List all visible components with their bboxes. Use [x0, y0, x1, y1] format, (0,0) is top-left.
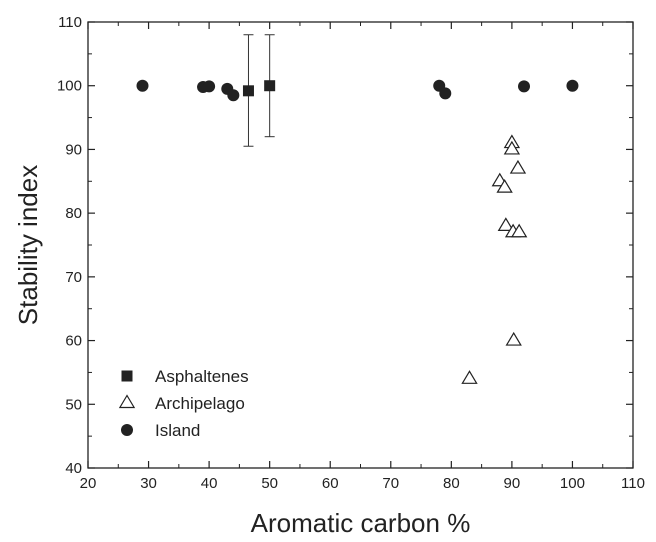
legend-marker-asphaltenes — [121, 370, 133, 382]
island-point — [136, 79, 149, 92]
archipelago-point — [505, 331, 522, 346]
y-tick-label: 60 — [65, 333, 82, 350]
asphaltenes-point — [242, 85, 254, 97]
island-point — [439, 87, 452, 100]
island-point — [566, 79, 579, 92]
archipelago-point — [509, 159, 527, 174]
archipelago-point — [497, 217, 515, 231]
asphaltenes-point — [264, 80, 276, 92]
legend-label-island: Island — [155, 421, 200, 440]
legend-label-archipelago: Archipelago — [155, 394, 245, 413]
archipelago-point — [496, 178, 513, 193]
legend-marker-island — [121, 424, 133, 436]
y-tick-label: 90 — [65, 141, 82, 158]
x-tick-label: 110 — [621, 475, 645, 492]
x-tick-label: 80 — [443, 475, 460, 492]
y-tick-label: 80 — [65, 205, 82, 222]
archipelago-point — [510, 223, 528, 238]
y-tick-label: 70 — [65, 269, 82, 286]
island-point — [203, 80, 216, 93]
x-tick-label: 40 — [201, 475, 218, 492]
y-tick-label: 100 — [57, 78, 82, 95]
x-tick-label: 20 — [80, 475, 97, 492]
archipelago-point — [461, 370, 478, 384]
x-tick-label: 70 — [382, 475, 399, 492]
island-point — [227, 89, 240, 102]
y-tick-label: 40 — [65, 460, 82, 477]
legend-marker-archipelago — [118, 394, 136, 409]
x-tick-label: 30 — [140, 475, 157, 492]
x-tick-label: 50 — [261, 475, 278, 492]
archipelago-point — [503, 140, 521, 155]
x-tick-label: 60 — [322, 475, 339, 492]
x-tick-label: 90 — [504, 475, 521, 492]
x-axis-title: Aromatic carbon % — [251, 508, 471, 538]
island-point — [518, 80, 530, 93]
y-tick-label: 50 — [65, 396, 82, 413]
y-axis-title: Stability index — [13, 165, 43, 325]
x-tick-label: 100 — [560, 475, 585, 492]
legend-label-asphaltenes: Asphaltenes — [155, 367, 249, 386]
y-tick-label: 110 — [58, 14, 82, 31]
